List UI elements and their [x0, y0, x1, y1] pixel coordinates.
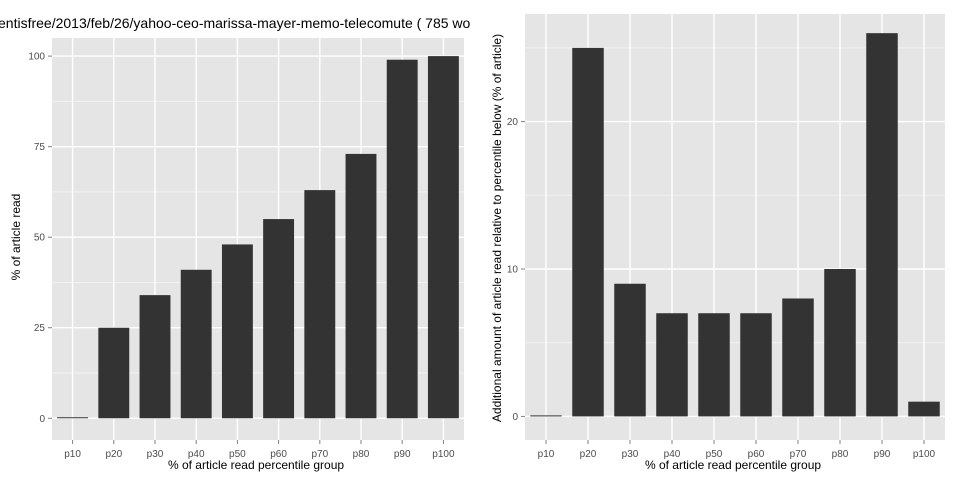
bar-p30-left [139, 295, 171, 419]
bar-p10-right [530, 415, 562, 417]
x-tick-label-right: p100 [913, 449, 936, 460]
x-axis-title-left: % of article read percentile group [168, 458, 344, 472]
x-tick-label-right: p10 [538, 449, 555, 460]
x-tick-label-left: p20 [105, 449, 122, 460]
x-tick-label-left: p70 [311, 449, 328, 460]
bar-p100-left [427, 56, 459, 419]
bar-p80-right [824, 269, 856, 417]
x-tick-label-right: p90 [874, 449, 891, 460]
bar-p40-right [656, 313, 688, 417]
x-tick-label-left: p100 [432, 449, 455, 460]
bar-p50-right [698, 313, 730, 417]
x-tick-label-left: p50 [229, 449, 246, 460]
x-tick-label-left: p40 [188, 449, 205, 460]
bar-p40-left [180, 269, 212, 419]
y-tick-label-left: 100 [28, 52, 45, 63]
y-tick-label-right: 20 [507, 117, 519, 128]
bar-p10-left [57, 417, 89, 419]
y-tick-label-left: 50 [34, 233, 46, 244]
bar-p20-left [98, 327, 130, 419]
x-tick-label-left: p90 [394, 449, 411, 460]
x-tick-label-right: p30 [622, 449, 639, 460]
y-tick-label-right: 10 [507, 265, 519, 276]
x-tick-label-right: p40 [664, 449, 681, 460]
x-tick-label-left: p80 [353, 449, 370, 460]
bar-p50-left [221, 244, 253, 419]
y-axis-title-left: % of article read [9, 194, 23, 281]
bar-p20-right [572, 47, 604, 417]
chart-panel-right: 0 10 20 p10 p20 p30 p40 p50 p60 p70 p80 p90 p100 [507, 14, 945, 460]
y-axis-title-right: Additional amount of article read relati… [490, 34, 504, 422]
x-tick-label-right: p70 [790, 449, 807, 460]
bar-p60-left [263, 219, 295, 419]
x-tick-label-left: p10 [64, 449, 81, 460]
bar-p100-right [908, 401, 940, 417]
bar-p90-right [866, 33, 898, 417]
bar-p70-right [782, 298, 814, 417]
y-tick-label-right: 0 [512, 412, 518, 423]
x-axis-title-right: % of article read percentile group [645, 458, 821, 472]
x-tick-label-left: p30 [147, 449, 164, 460]
x-tick-label-right: p20 [580, 449, 597, 460]
chart-panel-left: 0 25 50 75 100 p10 p20 p30 p40 p50 p60 p70 p80 p90 p10… [28, 38, 464, 460]
bar-p30-right [614, 283, 646, 417]
bar-p80-left [345, 153, 377, 419]
y-tick-label-left: 25 [34, 323, 46, 334]
x-tick-label-right: p60 [748, 449, 765, 460]
bar-p90-left [386, 59, 418, 419]
x-tick-label-right: p80 [832, 449, 849, 460]
bar-p70-left [304, 190, 336, 419]
y-tick-label-left: 0 [39, 414, 45, 425]
x-tick-label-right: p50 [706, 449, 723, 460]
bar-p60-right [740, 313, 772, 417]
chart-title: entisfree/2013/feb/26/yahoo-ceo-marissa-… [0, 15, 471, 31]
x-tick-label-left: p60 [270, 449, 287, 460]
y-tick-label-left: 75 [34, 142, 46, 153]
